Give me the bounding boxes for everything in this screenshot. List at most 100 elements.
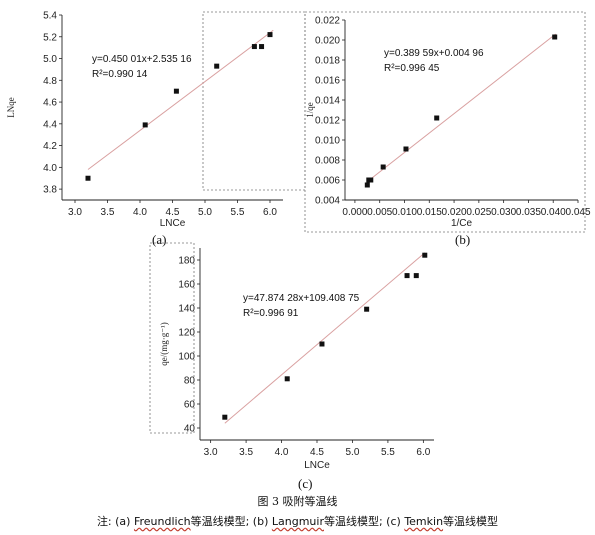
x-axis-title-b: 1/Ce <box>451 218 473 229</box>
fit-equation-c: y=47.874 28x+109.408 75 <box>243 293 360 304</box>
panel-label-b: (b) <box>455 232 471 247</box>
y-tick-label: 180 <box>178 256 195 267</box>
y-tick-label: 4.2 <box>43 141 57 152</box>
data-point <box>142 122 148 128</box>
x-tick-label: 3.0 <box>204 447 218 458</box>
chart-panel-a: 3.0 3.5 4.0 4.5 5.0 5.5 6.0 3.8 4.0 4.2 4.4 4.6 4.8 5… <box>6 11 283 229</box>
note-freundlich: Freundlich <box>133 515 191 528</box>
y-tick-label: 120 <box>178 328 195 339</box>
x-tick-label: 0.025 <box>466 207 491 218</box>
y-axis-title-a: LNqe <box>6 97 16 118</box>
fit-r2-c: R²=0.996 91 <box>243 308 299 319</box>
x-tick-label: 5.0 <box>198 207 212 218</box>
fit-line-a <box>87 29 274 170</box>
fit-equation-b: y=0.389 59x+0.004 96 <box>384 48 484 59</box>
y-tick-label: 0.012 <box>315 116 340 127</box>
y-tick-label: 0.004 <box>315 196 340 207</box>
data-point <box>422 252 428 258</box>
y-tick-label: 5.0 <box>43 54 57 65</box>
x-tick-label: 3.0 <box>68 207 82 218</box>
y-tick-label: 40 <box>184 424 196 435</box>
fit-r2-b: R²=0.996 45 <box>384 63 440 74</box>
x-tick-label: 3.5 <box>101 207 115 218</box>
chart-panel-c: 3.0 3.5 4.0 4.5 5.0 5.5 6.0 40 60 80 100 120 140 160 1… <box>159 248 434 471</box>
data-point <box>284 376 290 382</box>
y-tick-label: 0.010 <box>315 136 340 147</box>
y-tick-label: 0.018 <box>315 56 340 67</box>
y-tick-label: 0.008 <box>315 156 340 167</box>
y-axis-title-c: qe/(mg·g⁻¹) <box>159 322 169 365</box>
data-point <box>434 115 440 121</box>
data-point <box>173 88 179 94</box>
data-point <box>368 177 374 183</box>
data-point <box>259 44 265 50</box>
x-tick-label: 0.015 <box>417 207 442 218</box>
note-a-suffix: 等温线模型; (b) <box>190 515 272 528</box>
figure-caption: 图 3 吸附等温线 <box>257 495 338 508</box>
x-tick-label: 0.000 <box>342 207 367 218</box>
y-tick-label: 60 <box>184 400 196 411</box>
dashed-box-c-left <box>149 242 195 434</box>
x-tick-label: 0.040 <box>541 207 566 218</box>
x-tick-label: 4.5 <box>166 207 180 218</box>
x-tick-label: 0.010 <box>392 207 417 218</box>
data-point <box>380 164 386 170</box>
x-axis-title-c: LNCe <box>304 460 330 471</box>
y-tick-label: 4.0 <box>43 163 57 174</box>
data-point <box>364 306 370 312</box>
note-langmuir: Langmuir <box>271 515 324 528</box>
fit-equation-a: y=0.450 01x+2.535 16 <box>92 54 192 65</box>
x-tick-label: 5.5 <box>381 447 395 458</box>
note-prefix: 注: (a) <box>96 515 134 528</box>
y-tick-label: 100 <box>178 352 195 363</box>
x-tick-label: 4.0 <box>275 447 289 458</box>
x-tick-label: 6.0 <box>263 207 277 218</box>
data-point <box>403 146 409 152</box>
note-temkin: Temkin <box>404 515 444 528</box>
y-tick-label: 0.020 <box>315 36 340 47</box>
data-point <box>319 341 325 347</box>
y-tick-label: 0.016 <box>315 76 340 87</box>
y-tick-label: 3.8 <box>43 185 57 196</box>
panel-label-a: (a) <box>152 232 167 247</box>
data-point <box>364 182 370 188</box>
x-tick-label: 3.5 <box>239 447 253 458</box>
data-point <box>251 44 257 50</box>
y-tick-label: 160 <box>178 280 195 291</box>
x-tick-label: 0.045 <box>565 207 590 218</box>
y-axis-title-b: 1/qe <box>305 102 315 118</box>
fit-r2-a: R²=0.990 14 <box>92 69 148 80</box>
x-axis-title-a: LNCe <box>160 218 186 229</box>
x-tick-label: 4.0 <box>133 207 147 218</box>
y-tick-label: 4.8 <box>43 76 57 87</box>
data-point <box>214 63 220 69</box>
y-tick-label: 80 <box>184 376 196 387</box>
y-tick-label: 0.014 <box>315 96 340 107</box>
data-point <box>413 273 419 279</box>
chart-panel-b: 0.000 0.005 0.010 0.015 0.020 0.025 0.030 0.035… <box>305 16 591 230</box>
note-b-suffix: 等温线模型; (c) <box>323 515 405 528</box>
x-tick-label: 5.5 <box>231 207 245 218</box>
dashed-box-a-right <box>202 11 306 191</box>
fit-line-b <box>366 33 556 183</box>
dashed-box-b <box>304 11 586 233</box>
data-point <box>404 273 410 279</box>
fit-line-c <box>224 252 426 424</box>
data-point <box>552 34 558 40</box>
y-tick-label: 0.022 <box>315 16 340 27</box>
y-tick-label: 4.4 <box>43 119 57 130</box>
x-tick-label: 0.005 <box>367 207 392 218</box>
y-tick-label: 5.4 <box>43 11 57 22</box>
data-point <box>85 175 91 181</box>
x-tick-label: 6.0 <box>416 447 430 458</box>
x-tick-label: 0.035 <box>516 207 541 218</box>
y-tick-label: 5.2 <box>43 32 57 43</box>
x-tick-label: 0.030 <box>491 207 516 218</box>
x-tick-label: 4.5 <box>310 447 324 458</box>
figure-note: 注: (a) Freundlich等温线模型; (b) Langmuir等温线模… <box>0 513 595 529</box>
y-tick-label: 140 <box>178 304 195 315</box>
y-tick-label: 4.6 <box>43 98 57 109</box>
data-point <box>267 32 273 38</box>
panel-label-c: (c) <box>298 476 313 491</box>
